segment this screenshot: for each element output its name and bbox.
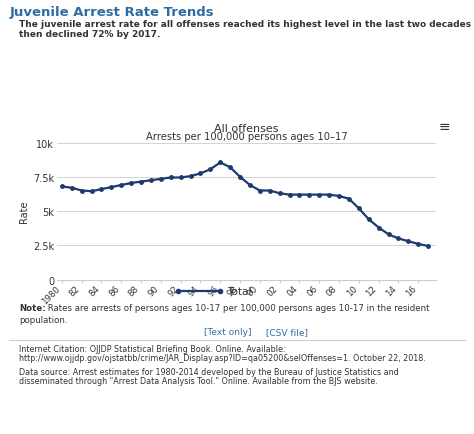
Text: Juvenile Arrest Rate Trends: Juvenile Arrest Rate Trends	[9, 6, 214, 19]
Text: Total: Total	[228, 286, 252, 296]
Text: [Text only]: [Text only]	[204, 328, 251, 337]
Text: Internet Citation: OJJDP Statistical Briefing Book. Online. Available:: Internet Citation: OJJDP Statistical Bri…	[19, 344, 285, 353]
Text: then declined 72% by 2017.: then declined 72% by 2017.	[19, 30, 160, 39]
Text: ≡: ≡	[438, 119, 450, 133]
Text: All offenses: All offenses	[214, 123, 279, 133]
Text: Rates are arrests of persons ages 10-17 per 100,000 persons ages 10-17 in the re: Rates are arrests of persons ages 10-17 …	[45, 303, 429, 312]
Text: The juvenile arrest rate for all offenses reached its highest level in the last : The juvenile arrest rate for all offense…	[19, 20, 474, 29]
Text: http://www.ojjdp.gov/ojstatbb/crime/JAR_Display.asp?ID=qa05200&selOffenses=1. Oc: http://www.ojjdp.gov/ojstatbb/crime/JAR_…	[19, 353, 426, 362]
Text: Arrests per 100,000 persons ages 10–17: Arrests per 100,000 persons ages 10–17	[146, 132, 347, 141]
Text: population.: population.	[19, 315, 67, 324]
Text: Data source: Arrest estimates for 1980-2014 developed by the Bureau of Justice S: Data source: Arrest estimates for 1980-2…	[19, 367, 399, 376]
Text: Note:: Note:	[19, 303, 46, 312]
Text: [CSV file]: [CSV file]	[263, 328, 308, 337]
Text: disseminated through "Arrest Data Analysis Tool." Online. Available from the BJS: disseminated through "Arrest Data Analys…	[19, 376, 378, 385]
Y-axis label: Rate: Rate	[19, 201, 29, 223]
